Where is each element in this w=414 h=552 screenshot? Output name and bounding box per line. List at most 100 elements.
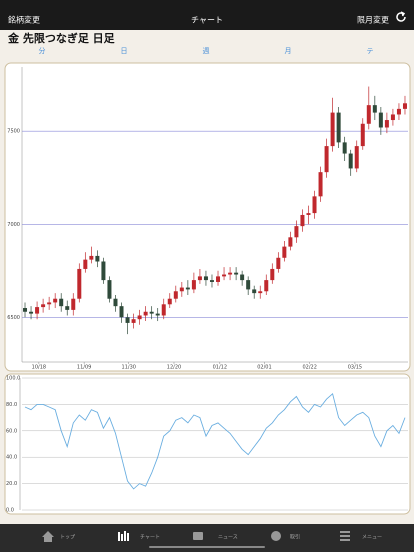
candle-body — [378, 112, 383, 128]
candle-body — [336, 112, 341, 143]
candle-body — [119, 306, 124, 318]
candle-body — [23, 308, 28, 312]
main-panel — [4, 62, 411, 372]
x-tick-label: 02/22 — [302, 365, 316, 371]
period-tab[interactable]: テ — [367, 47, 374, 55]
y-tick-label: 7500 — [7, 129, 20, 135]
candle-body — [179, 287, 184, 292]
candle-body — [167, 298, 172, 305]
refresh-icon[interactable] — [396, 11, 406, 22]
candle-body — [294, 226, 299, 238]
candle-body — [360, 123, 365, 147]
x-tick-label: 12/20 — [167, 365, 181, 371]
tab-label[interactable]: ニュース — [218, 535, 238, 541]
sub-y-tick-label: 0.0 — [6, 508, 14, 514]
candle-body — [288, 237, 293, 247]
candle-body — [143, 311, 148, 316]
candle-body — [113, 298, 118, 307]
candle-body — [246, 280, 251, 290]
sub-y-tick-label: 20.0 — [6, 481, 17, 487]
candle-body — [312, 196, 317, 214]
candle-body — [149, 311, 154, 314]
period-tab[interactable]: 分 — [39, 46, 46, 55]
candle-body — [354, 146, 359, 169]
candle-body — [137, 315, 142, 320]
candle-body — [203, 276, 208, 281]
x-tick-label: 02/01 — [257, 365, 271, 371]
nav-bar — [0, 0, 414, 30]
y-tick-label: 6500 — [7, 315, 20, 321]
x-tick-label: 11/09 — [77, 365, 91, 371]
candle-body — [83, 259, 88, 269]
candle-body — [29, 311, 34, 314]
oscillator-line — [24, 392, 406, 490]
candle-body — [258, 291, 263, 294]
candle-body — [101, 261, 106, 281]
candle-body — [252, 289, 257, 294]
period-tab[interactable]: 月 — [285, 47, 292, 55]
candle-body — [53, 298, 58, 303]
x-tick-label: 10/18 — [32, 365, 46, 371]
candle-body — [366, 105, 371, 124]
page-title: 金 先限つなぎ足 日足 — [7, 31, 116, 45]
candle-body — [155, 313, 160, 316]
x-tick-label: 11/30 — [122, 365, 136, 371]
candle-body — [95, 255, 100, 262]
sub-y-tick-label: 60.0 — [6, 428, 17, 434]
candle-body — [191, 280, 196, 290]
candle-body — [276, 257, 281, 269]
candle-body — [197, 276, 202, 281]
candle-body — [348, 153, 353, 169]
candle-body — [125, 317, 130, 323]
candle-body — [396, 108, 401, 115]
candle-body — [264, 280, 269, 292]
candle-body — [270, 268, 275, 281]
period-tab[interactable]: 日 — [121, 47, 128, 55]
candle-body — [384, 120, 389, 128]
y-tick-label: 7000 — [7, 222, 20, 228]
candle-body — [330, 112, 335, 147]
candle-body — [228, 272, 233, 275]
candle-body — [161, 304, 166, 316]
sub-y-tick-label: 80.0 — [6, 402, 17, 408]
candle-body — [131, 319, 136, 323]
candle-body — [324, 146, 329, 173]
x-tick-label: 01/12 — [213, 365, 227, 371]
candle-body — [300, 214, 305, 227]
candle-body — [342, 142, 347, 154]
candle-body — [216, 276, 221, 282]
tab-label[interactable]: チャート — [140, 535, 160, 541]
sub-y-tick-label: 100.0 — [6, 376, 20, 382]
candle-body — [234, 272, 239, 275]
candle-body — [402, 103, 407, 109]
candle-body — [77, 268, 82, 299]
candle-body — [59, 298, 64, 307]
candle-body — [306, 213, 311, 215]
nav-left[interactable]: 銘柄変更 — [8, 15, 40, 25]
tab-label[interactable]: トップ — [60, 535, 75, 541]
period-tab[interactable]: 週 — [203, 46, 210, 55]
x-tick-label: 03/15 — [348, 365, 362, 371]
candle-body — [372, 105, 377, 113]
tab-label[interactable]: メニュー — [362, 535, 382, 541]
candle-body — [390, 114, 395, 121]
tab-label[interactable]: 取引 — [290, 534, 300, 541]
candle-body — [318, 172, 323, 197]
candle-body — [65, 306, 70, 310]
sub-y-tick-label: 40.0 — [6, 455, 17, 461]
candle-body — [173, 291, 178, 299]
candle-body — [35, 307, 40, 314]
candle-body — [71, 298, 76, 310]
candle-body — [89, 255, 94, 260]
candle-body — [222, 274, 227, 277]
tab-icons — [42, 531, 350, 542]
sub-panel — [4, 373, 411, 515]
candle-body — [47, 302, 52, 305]
candle-body — [185, 287, 190, 290]
candle-body — [240, 274, 245, 281]
candle-body — [107, 280, 112, 299]
candle-body — [41, 304, 46, 308]
nav-right[interactable]: 限月変更 — [357, 15, 389, 25]
